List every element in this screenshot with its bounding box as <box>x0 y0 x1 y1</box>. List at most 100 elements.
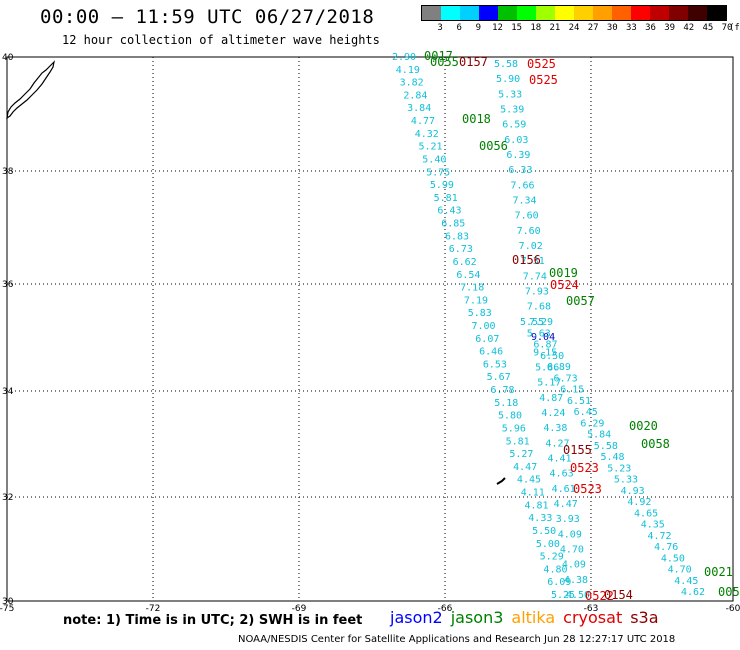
swh-label: 4.61 <box>552 484 576 495</box>
page-title: 00:00 – 11:59 UTC 06/27/2018 <box>40 6 375 28</box>
pass-time-label: 0021 <box>704 565 733 579</box>
swh-label: 4.38 <box>543 423 567 434</box>
pass-time-label: 0056 <box>479 139 508 153</box>
legend-swatch <box>517 6 536 20</box>
swh-label: 4.41 <box>547 453 571 464</box>
swh-label: 4.47 <box>554 499 578 510</box>
swh-label: 6.51 <box>567 396 591 407</box>
swh-label: 4.77 <box>411 116 435 127</box>
swh-label: 7.31 <box>521 256 545 267</box>
legend-swatch <box>498 6 517 20</box>
y-tick-label: 40 <box>2 53 14 63</box>
swh-label: 4.45 <box>517 475 541 486</box>
swh-label: 4.93 <box>621 486 645 497</box>
swh-label: 4.35 <box>641 520 665 531</box>
legend-tick-label: 24 <box>568 23 580 33</box>
swh-label: 5.25 <box>551 590 575 601</box>
swh-label: 6.03 <box>504 135 528 146</box>
legend-swatch <box>422 6 441 20</box>
swh-label: 5.50 <box>532 526 556 537</box>
swh-label: 4.24 <box>541 408 565 419</box>
swh-label: 5.67 <box>487 372 511 383</box>
swh-label: 7.18 <box>460 283 484 294</box>
coastline <box>6 60 55 120</box>
legend-tick-label: 15 <box>511 23 523 33</box>
swh-label: 6.83 <box>445 231 469 242</box>
swh-label: 7.93 <box>525 287 549 298</box>
swh-label: 5.96 <box>502 423 526 434</box>
x-tick-label: -75 <box>0 604 14 614</box>
swh-label: 6.62 <box>453 257 477 268</box>
swh-label: 3.82 <box>400 78 424 89</box>
swh-label: 5.39 <box>500 105 524 116</box>
swh-label: 7.66 <box>510 180 534 191</box>
swh-label: 9.15 <box>533 347 557 358</box>
legend-tick-label: 39 <box>664 23 676 33</box>
swh-label: 6.89 <box>547 362 571 373</box>
swh-label: 7.60 <box>515 211 539 222</box>
pass-time-label: 0154 <box>604 588 633 602</box>
y-tick-label: 36 <box>2 280 14 290</box>
pass-time-label: 0057 <box>566 294 595 308</box>
legend-tick-label: 21 <box>549 23 561 33</box>
swh-label: 7.19 <box>464 295 488 306</box>
x-tick-label: -60 <box>726 604 740 614</box>
satellite-jason3: jason3 <box>450 608 504 627</box>
legend-swatch <box>612 6 631 20</box>
swh-label: 5.55 <box>520 317 544 328</box>
pass-time-label: 0156 <box>512 253 541 267</box>
swh-label: 5.18 <box>494 398 518 409</box>
swh-label: 4.76 <box>654 542 678 553</box>
swh-label: 5.99 <box>430 180 454 191</box>
swh-label: 4.45 <box>674 576 698 587</box>
swh-label: 6.39 <box>506 150 530 161</box>
y-tick-label: 32 <box>2 493 13 503</box>
legend-tick-label: 9 <box>475 23 482 33</box>
swh-label: 7.34 <box>513 196 537 207</box>
swh-label: 4.19 <box>396 65 420 76</box>
swh-label: 6.15 <box>560 385 584 396</box>
satellite-legend: jason2 jason3 altika cryosat s3a <box>390 608 667 627</box>
swh-label: 5.83 <box>468 308 492 319</box>
legend-tick-label: 18 <box>530 23 542 33</box>
swh-label: 4.62 <box>681 587 705 598</box>
legend-tick-label: 27 <box>587 23 599 33</box>
swh-label: 5.00 <box>536 539 560 550</box>
swh-label: 5.81 <box>434 193 458 204</box>
page-subtitle: 12 hour collection of altimeter wave hei… <box>62 33 380 47</box>
swh-label: 7.29 <box>529 317 553 328</box>
swh-label: 4.09 <box>562 560 586 571</box>
legend-tick-label: 33 <box>625 23 637 33</box>
swh-label: 4.87 <box>539 393 563 404</box>
pass-time-label: 0522 <box>585 589 614 603</box>
island <box>496 477 506 485</box>
pass-time-label: 0017 <box>424 49 453 63</box>
pass-time-label: 0020 <box>629 419 658 433</box>
swh-label: 5.23 <box>607 463 631 474</box>
note-text: note: 1) Time is in UTC; 2) SWH is in fe… <box>63 613 363 628</box>
swh-label: 4.47 <box>513 462 537 473</box>
swh-label: 7.74 <box>523 271 547 282</box>
swh-label: 6.09 <box>547 577 571 588</box>
legend-tick-label: 3 <box>437 23 443 33</box>
swh-label: 6.07 <box>475 334 499 345</box>
swh-label: 6.45 <box>574 407 598 418</box>
legend-swatch <box>479 6 498 20</box>
swh-label: 9.04 <box>531 332 555 343</box>
swh-label: 5.33 <box>498 89 522 100</box>
swh-label: 4.70 <box>560 544 584 555</box>
legend-swatch <box>593 6 612 20</box>
pass-time-label: 0055 <box>430 55 459 69</box>
swh-label: 4.70 <box>668 565 692 576</box>
swh-label: 5.90 <box>496 74 520 85</box>
x-tick-label: -66 <box>438 604 453 614</box>
swh-label: 4.81 <box>525 500 549 511</box>
swh-label: 7.00 <box>472 321 496 332</box>
swh-label: 3.84 <box>407 103 431 114</box>
swh-label: 4.92 <box>627 497 651 508</box>
swh-label: 4.11 <box>521 488 545 499</box>
swh-label: 5.81 <box>506 436 530 447</box>
pass-time-label: 0523 <box>573 482 602 496</box>
swh-label: 5.17 <box>537 378 561 389</box>
